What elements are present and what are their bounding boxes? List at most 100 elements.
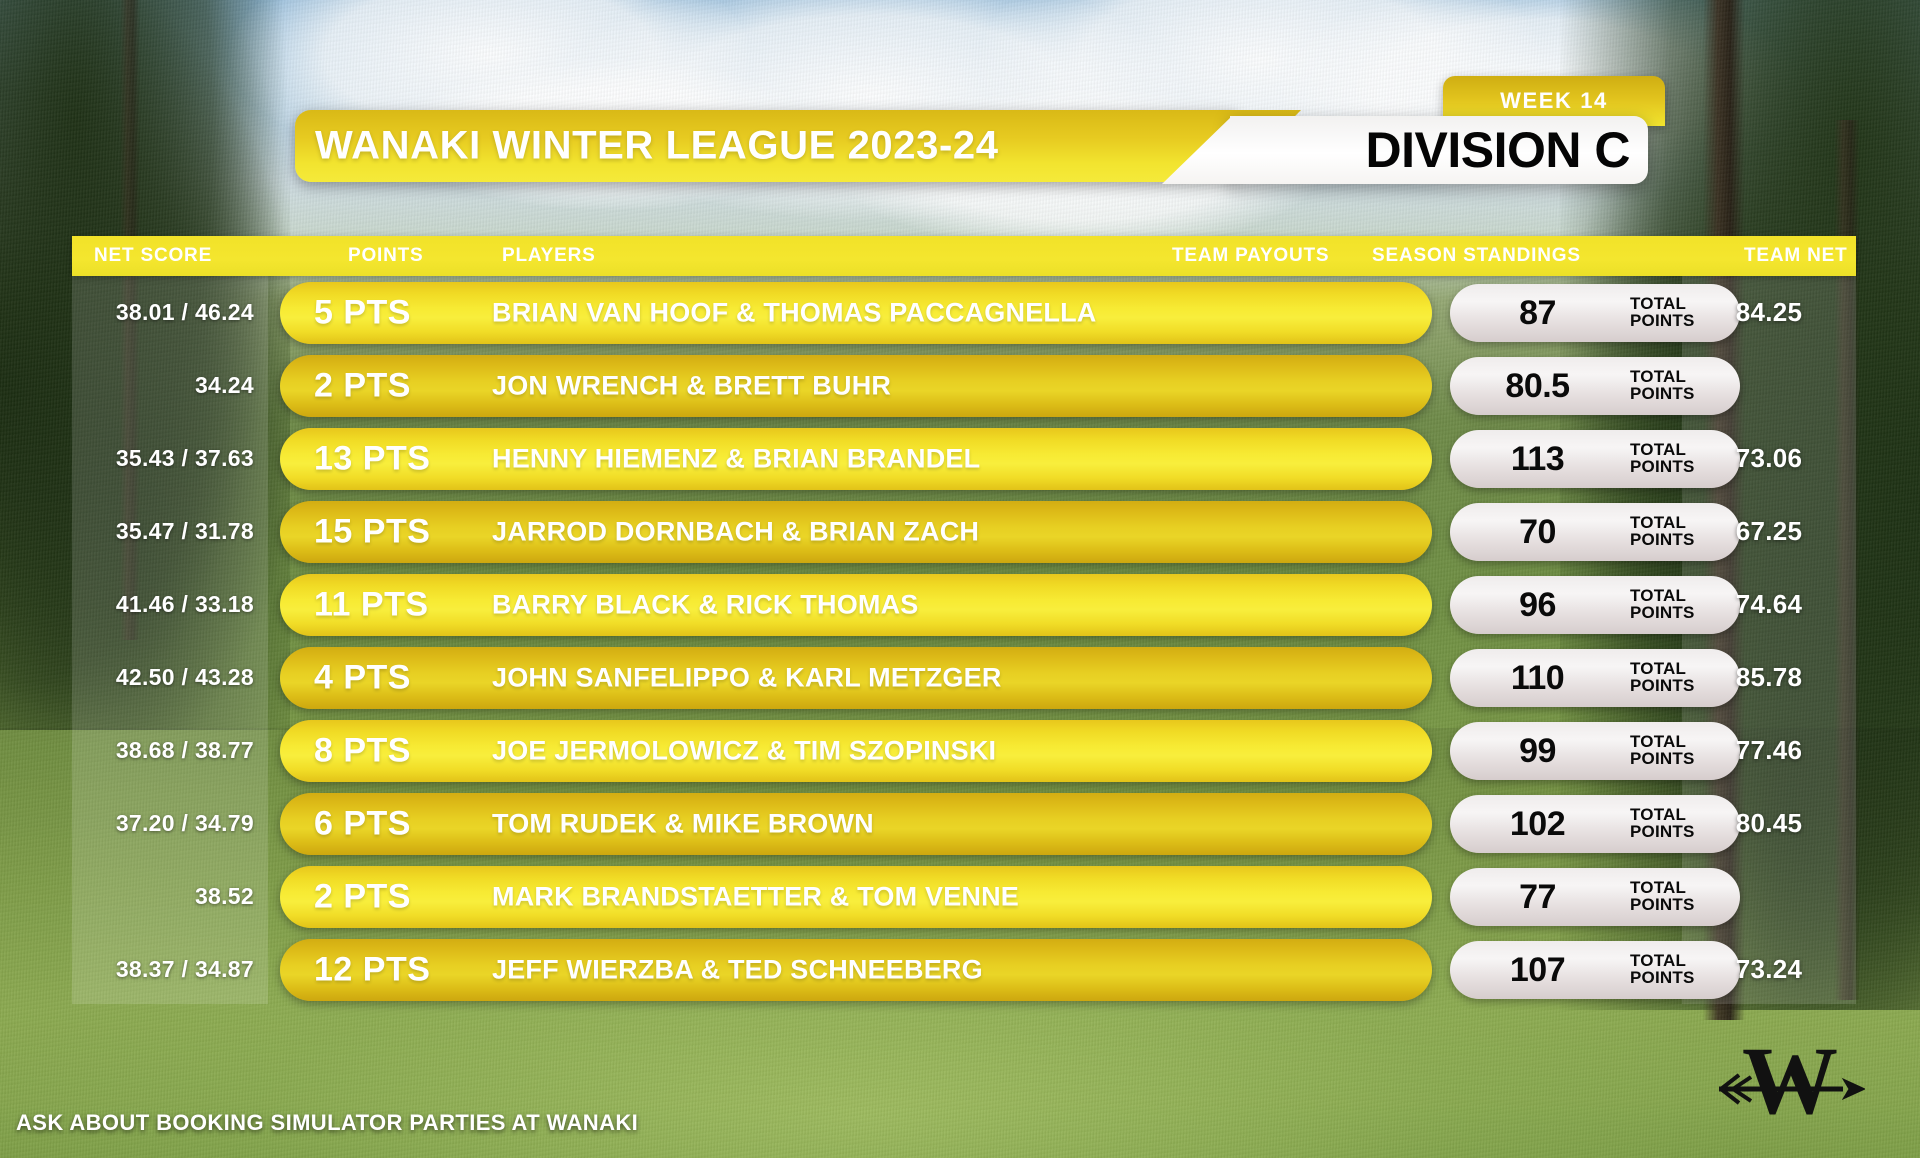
season-standing-pill[interactable]: 113 TOTAL POINTS — [1450, 430, 1740, 488]
team-bar[interactable]: 4 PTS JOHN SANFELIPPO & KARL METZGER — [280, 647, 1432, 709]
cell-net-score: 38.37 / 34.87 — [115, 956, 254, 982]
team-bar[interactable]: 6 PTS TOM RUDEK & MIKE BROWN — [280, 793, 1432, 855]
cell-team-net — [1682, 860, 1856, 933]
standing-label-line-1: TOTAL — [1630, 878, 1687, 898]
cell-points: 4 PTS — [314, 658, 411, 697]
season-standing-pill[interactable]: 87 TOTAL POINTS — [1450, 284, 1740, 342]
cell-points: 12 PTS — [314, 950, 431, 989]
cell-players: JOHN SANFELIPPO & KARL METZGER — [492, 662, 1002, 693]
league-title-banner: WANAKI WINTER LEAGUE 2023-24 — [295, 110, 1235, 182]
standing-total-points-value: 107 — [1509, 950, 1566, 989]
season-standing-pill[interactable]: 110 TOTAL POINTS — [1450, 649, 1740, 707]
standing-total-points-value: 80.5 — [1505, 366, 1570, 405]
footer-tagline: ASK ABOUT BOOKING SIMULATOR PARTIES AT W… — [16, 1110, 639, 1135]
team-bar[interactable]: 5 PTS BRIAN VAN HOOF & THOMAS PACCAGNELLA — [280, 282, 1432, 344]
standing-total-points-label: TOTAL POINTS — [1630, 588, 1695, 621]
table-header-row: NET SCORE POINTS PLAYERS TEAM PAYOUTS SE… — [72, 236, 1856, 276]
table-row[interactable]: 38.52 2 PTS MARK BRANDSTAETTER & TOM VENNE… — [72, 860, 1856, 933]
standing-label-line-1: TOTAL — [1630, 659, 1687, 679]
table-row[interactable]: 38.68 / 38.77 8 PTS JOE JERMOLOWICZ & TIM … — [72, 714, 1856, 787]
standing-total-points-value: 99 — [1519, 731, 1556, 770]
header: WANAKI WINTER LEAGUE 2023-24 WEEK 14 DIV… — [0, 0, 1920, 230]
standing-label-line-2: POINTS — [1630, 676, 1695, 695]
season-standing-pill[interactable]: 96 TOTAL POINTS — [1450, 576, 1740, 634]
season-standing-pill[interactable]: 80.5 TOTAL POINTS — [1450, 357, 1740, 415]
cell-players: JEFF WIERZBA & TED SCHNEEBERG — [492, 954, 983, 985]
team-bar[interactable]: 12 PTS JEFF WIERZBA & TED SCHNEEBERG — [280, 939, 1432, 1001]
cell-net-score: 35.47 / 31.78 — [115, 518, 254, 544]
standings-table: NET SCORE POINTS PLAYERS TEAM PAYOUTS SE… — [72, 236, 1856, 1006]
table-body: 38.01 / 46.24 5 PTS BRIAN VAN HOOF & THOMA… — [72, 276, 1856, 1006]
cell-net-score: 38.52 — [194, 883, 254, 909]
cell-players: BARRY BLACK & RICK THOMAS — [492, 589, 919, 620]
standing-label-line-2: POINTS — [1630, 749, 1695, 768]
standing-total-points-value: 70 — [1519, 512, 1556, 551]
season-standing-pill[interactable]: 102 TOTAL POINTS — [1450, 795, 1740, 853]
cell-points: 13 PTS — [314, 439, 431, 478]
standing-total-points-label: TOTAL POINTS — [1630, 807, 1695, 840]
standing-label-line-2: POINTS — [1630, 457, 1695, 476]
standing-label-line-1: TOTAL — [1630, 440, 1687, 460]
cell-team-net: 80.45 — [1735, 808, 1803, 838]
season-standing-pill[interactable]: 107 TOTAL POINTS — [1450, 941, 1740, 999]
table-row[interactable]: 41.46 / 33.18 11 PTS BARRY BLACK & RICK TH… — [72, 568, 1856, 641]
standing-total-points-label: TOTAL POINTS — [1630, 515, 1695, 548]
team-bar[interactable]: 11 PTS BARRY BLACK & RICK THOMAS — [280, 574, 1432, 636]
team-bar[interactable]: 15 PTS JARROD DORNBACH & BRIAN ZACH — [280, 501, 1432, 563]
season-standing-pill[interactable]: 99 TOTAL POINTS — [1450, 722, 1740, 780]
team-bar[interactable]: 13 PTS HENNY HIEMENZ & BRIAN BRANDEL — [280, 428, 1432, 490]
cell-net-score: 38.01 / 46.24 — [115, 299, 254, 325]
cell-team-net: 84.25 — [1735, 297, 1803, 327]
table-row[interactable]: 38.01 / 46.24 5 PTS BRIAN VAN HOOF & THOMA… — [72, 276, 1856, 349]
team-bar[interactable]: 2 PTS MARK BRANDSTAETTER & TOM VENNE — [280, 866, 1432, 928]
season-standing-pill[interactable]: 70 TOTAL POINTS — [1450, 503, 1740, 561]
standing-label-line-1: TOTAL — [1630, 513, 1687, 533]
column-header-team-net: TEAM NET — [1744, 245, 1848, 266]
cell-net-score: 42.50 / 43.28 — [115, 664, 254, 690]
standing-label-line-2: POINTS — [1630, 384, 1695, 403]
division-panel: DIVISION C — [1230, 116, 1648, 184]
standing-label-line-1: TOTAL — [1630, 294, 1687, 314]
cell-points: 2 PTS — [314, 366, 411, 405]
cell-players: JON WRENCH & BRETT BUHR — [492, 370, 892, 401]
standing-total-points-label: TOTAL POINTS — [1630, 442, 1695, 475]
standing-total-points-label: TOTAL POINTS — [1630, 661, 1695, 694]
column-header-net-score: NET SCORE — [94, 245, 213, 266]
wanaki-w-arrow-logo-icon: W — [1715, 1027, 1867, 1134]
standing-total-points-value: 113 — [1510, 439, 1565, 478]
cell-points: 2 PTS — [314, 877, 411, 916]
team-bar[interactable]: 8 PTS JOE JERMOLOWICZ & TIM SZOPINSKI — [280, 720, 1432, 782]
standing-label-line-2: POINTS — [1630, 530, 1695, 549]
cell-net-score: 37.20 / 34.79 — [115, 810, 254, 836]
cell-points: 11 PTS — [314, 585, 429, 624]
cell-team-net: 67.25 — [1735, 516, 1803, 546]
week-label: WEEK 14 — [1500, 88, 1608, 113]
table-row[interactable]: 37.20 / 34.79 6 PTS TOM RUDEK & MIKE BROWN… — [72, 787, 1856, 860]
cell-players: JARROD DORNBACH & BRIAN ZACH — [492, 516, 980, 547]
cell-team-net: 73.24 — [1735, 954, 1803, 984]
svg-text:W: W — [1742, 1031, 1838, 1126]
cell-team-net: 85.78 — [1735, 662, 1803, 692]
cell-net-score: 38.68 / 38.77 — [115, 737, 254, 763]
standing-label-line-2: POINTS — [1630, 822, 1695, 841]
standing-label-line-1: TOTAL — [1630, 367, 1687, 387]
table-row[interactable]: 34.24 2 PTS JON WRENCH & BRETT BUHR 80.5 TOT… — [72, 349, 1856, 422]
standing-total-points-label: TOTAL POINTS — [1630, 734, 1695, 767]
column-header-team-payouts: TEAM PAYOUTS — [1172, 245, 1330, 266]
table-row[interactable]: 42.50 / 43.28 4 PTS JOHN SANFELIPPO & KARL… — [72, 641, 1856, 714]
standing-total-points-value: 96 — [1519, 585, 1556, 624]
column-header-players: PLAYERS — [502, 245, 596, 266]
team-bar[interactable]: 2 PTS JON WRENCH & BRETT BUHR — [280, 355, 1432, 417]
table-row[interactable]: 38.37 / 34.87 12 PTS JEFF WIERZBA & TED SC… — [72, 933, 1856, 1006]
standing-total-points-value: 87 — [1519, 293, 1556, 332]
table-row[interactable]: 35.43 / 37.63 13 PTS HENNY HIEMENZ & BRIAN… — [72, 422, 1856, 495]
cell-players: JOE JERMOLOWICZ & TIM SZOPINSKI — [492, 735, 997, 766]
table-row[interactable]: 35.47 / 31.78 15 PTS JARROD DORNBACH & BRI… — [72, 495, 1856, 568]
standing-label-line-2: POINTS — [1630, 895, 1695, 914]
cell-players: HENNY HIEMENZ & BRIAN BRANDEL — [492, 443, 981, 474]
standing-label-line-2: POINTS — [1630, 968, 1695, 987]
tree-trunk — [120, 0, 140, 640]
standing-total-points-value: 102 — [1509, 804, 1566, 843]
season-standing-pill[interactable]: 77 TOTAL POINTS — [1450, 868, 1740, 926]
